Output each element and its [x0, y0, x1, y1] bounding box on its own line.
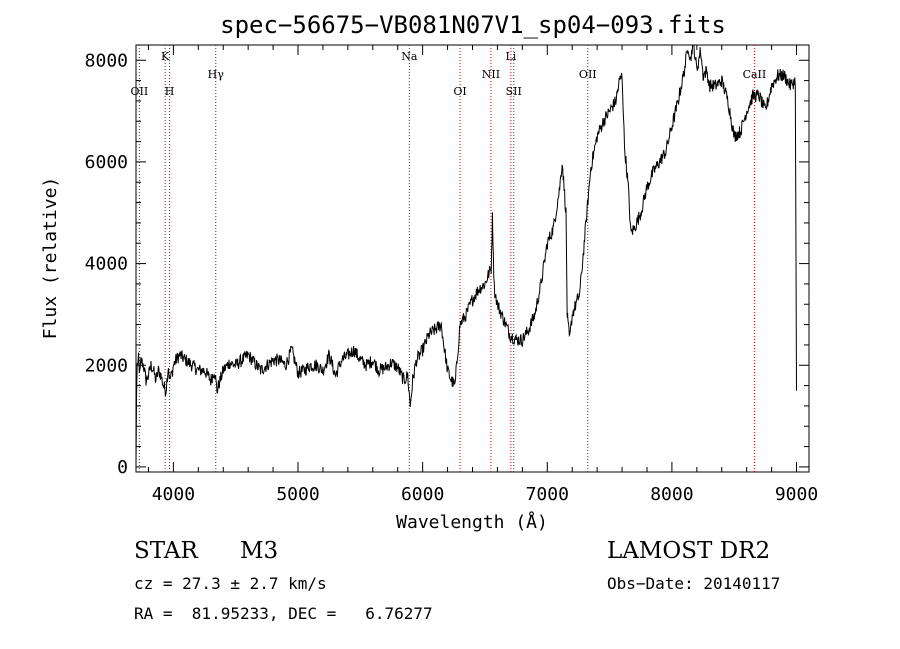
redshift-text: cz = 27.3 ± 2.7 km/s	[134, 574, 327, 593]
spectral-line-label: NII	[482, 68, 500, 81]
y-tick-label: 6000	[85, 152, 128, 173]
coordinates: RA = 81.95233, DEC = 6.76277	[134, 604, 433, 623]
y-tick-label: 4000	[85, 254, 128, 275]
y-axis-label: Flux (relative)	[40, 177, 61, 340]
x-tick-label: 7000	[526, 484, 569, 505]
x-tick-label: 9000	[775, 484, 818, 505]
y-tick-label: 2000	[85, 355, 128, 376]
spectral-line-markers: OII K H Hγ Na OI NII Li SII OII CaII	[131, 45, 767, 472]
spectral-line-label: CaII	[743, 68, 767, 81]
plot-frame	[135, 44, 810, 473]
survey-name: LAMOST DR2	[607, 538, 771, 564]
x-axis: 4000 5000 6000 7000 8000 9000	[147, 45, 818, 505]
x-tick-label: 8000	[650, 484, 693, 505]
spectral-line-label: OII	[579, 68, 597, 81]
chart-title: spec−56675−VB081N07V1_sp04−093.fits	[220, 11, 726, 39]
obs-date: Obs−Date: 20140117	[607, 574, 781, 593]
x-axis-label: Wavelength (Å)	[396, 511, 548, 533]
spectral-line-label: K	[161, 50, 170, 63]
spectral-line-label: Na	[401, 50, 418, 63]
object-class: STAR	[134, 538, 198, 564]
spectral-line-label: Hγ	[208, 68, 225, 81]
spectral-line-label: Li	[505, 50, 516, 63]
x-tick-label: 6000	[401, 484, 444, 505]
spectral-line-label: OII	[131, 85, 149, 98]
spectral-line-label: OI	[453, 85, 466, 98]
y-axis: 0 2000 4000 6000 8000	[85, 50, 809, 478]
spectrum-line	[135, 44, 797, 465]
spectral-line-label: H	[165, 85, 175, 98]
y-tick-label: 8000	[85, 50, 128, 71]
object-subclass: M3	[240, 538, 279, 564]
y-tick-label: 0	[117, 457, 128, 478]
spectral-line-label: SII	[506, 85, 522, 98]
x-tick-label: 4000	[152, 484, 195, 505]
x-tick-label: 5000	[276, 484, 319, 505]
